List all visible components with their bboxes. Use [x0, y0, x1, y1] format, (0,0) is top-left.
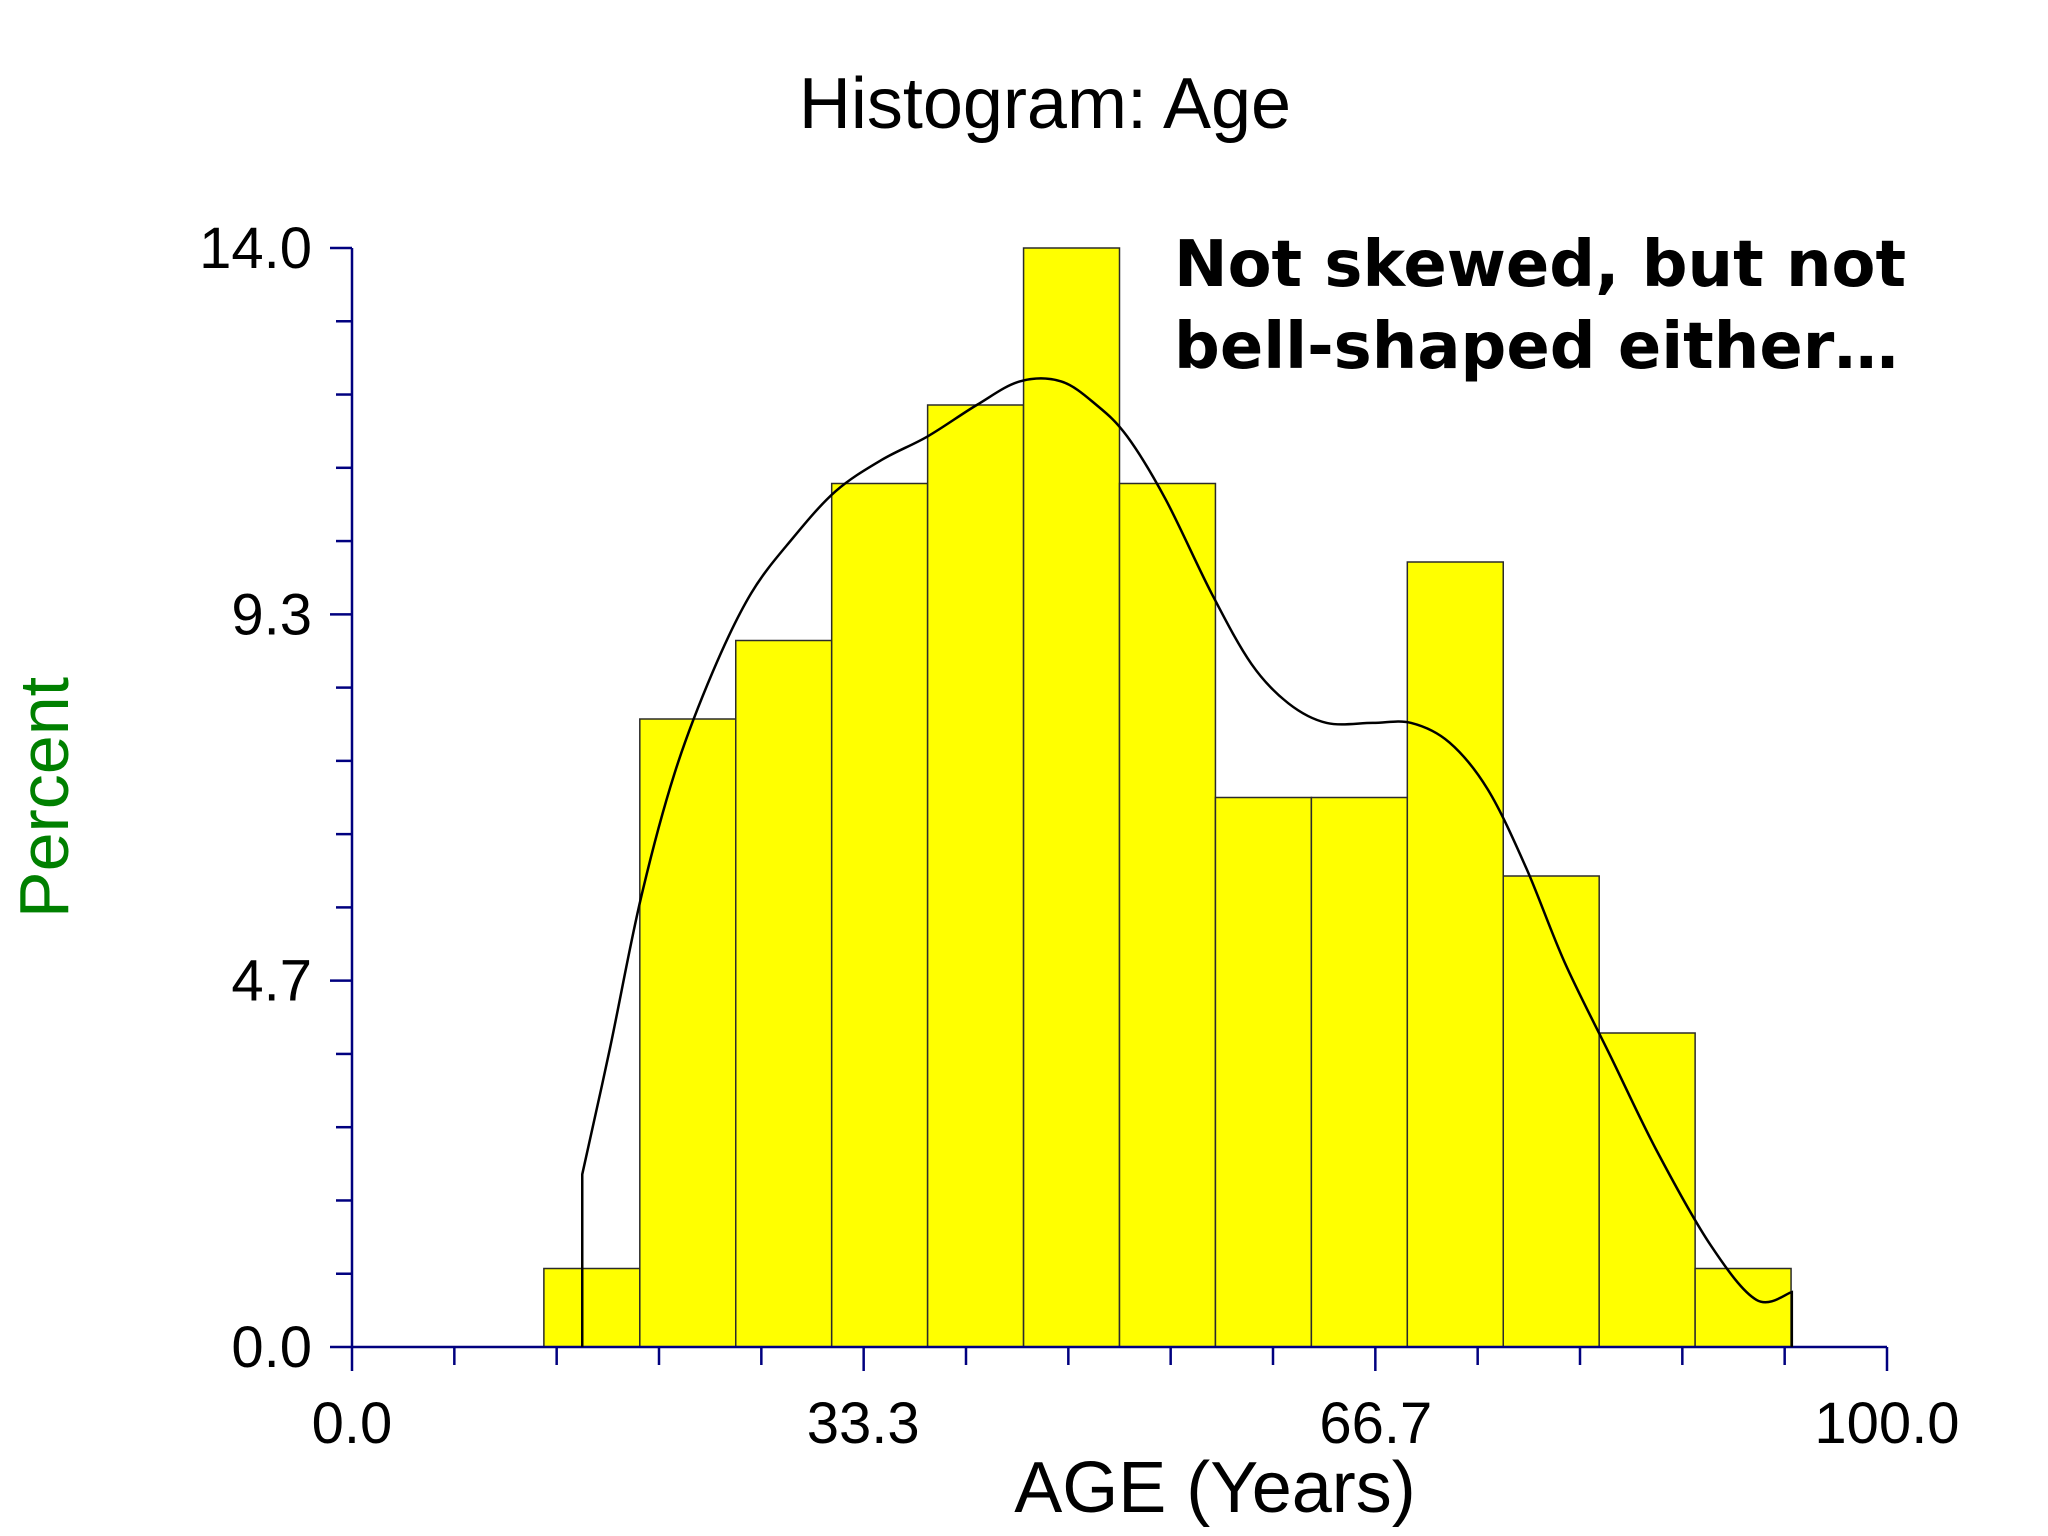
axes-group [330, 246, 1889, 1371]
histogram-bar [1214, 796, 1313, 1348]
histogram-bar [1598, 1032, 1696, 1348]
x-tick-label: 33.3 [807, 1391, 920, 1456]
density-curve-group [581, 377, 1794, 1347]
histogram-bar [543, 1267, 641, 1348]
x-tick-label: 0.0 [312, 1391, 393, 1456]
histogram-bar [1694, 1267, 1792, 1348]
histogram-bar [1406, 561, 1504, 1348]
histogram-bar [1118, 482, 1217, 1348]
annotation-line-2: bell-shaped either… [1174, 310, 1898, 384]
histogram-bar [1502, 875, 1600, 1348]
histogram-bar [830, 482, 929, 1348]
bars-group [543, 247, 1792, 1348]
x-tick-label: 100.0 [1814, 1391, 1959, 1456]
histogram-bar [1310, 796, 1409, 1348]
histogram-bar [1022, 247, 1121, 1348]
y-tick-label: 4.7 [231, 949, 312, 1014]
x-tick-label: 66.7 [1319, 1391, 1432, 1456]
histogram-bar [735, 639, 833, 1348]
y-axis-title: Percent [5, 677, 83, 918]
y-tick-label: 14.0 [199, 216, 312, 281]
histogram-bar [639, 718, 737, 1348]
tick-labels-group: 0.0 4.7 9.3 14.0 0.0 33.3 66.7 100.0 [199, 216, 1959, 1456]
chart-title: Histogram: Age [799, 64, 1291, 144]
y-tick-label: 9.3 [231, 582, 312, 647]
x-axis-title: AGE (Years) [1014, 1448, 1415, 1528]
density-curve [581, 377, 1794, 1347]
histogram-bar [926, 404, 1025, 1348]
y-tick-label: 0.0 [231, 1315, 312, 1380]
annotation-line-1: Not skewed, but not [1174, 228, 1906, 302]
